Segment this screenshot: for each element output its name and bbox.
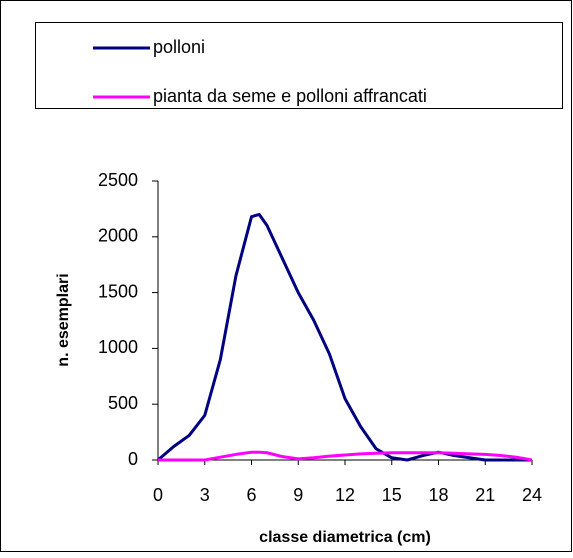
y-tick-label: 2000 (98, 226, 138, 246)
series-line (157, 212, 532, 462)
y-axis-label: n. esemplari (55, 273, 72, 366)
x-tick-label: 3 (200, 485, 210, 505)
x-tick-label: 9 (293, 485, 303, 505)
legend-box (35, 22, 563, 109)
y-tick-label: 500 (108, 393, 138, 413)
x-tick-label: 21 (475, 485, 495, 505)
y-tick-label: 1000 (98, 337, 138, 357)
x-tick-label: 15 (382, 485, 402, 505)
legend-label: polloni (153, 37, 205, 57)
y-tick-label: 2500 (98, 170, 138, 190)
x-axis-label: classe diametrica (cm) (259, 529, 431, 546)
x-tick-label: 0 (153, 485, 163, 505)
series-line (158, 450, 533, 462)
y-tick-label: 1500 (98, 281, 138, 301)
x-tick-label: 18 (428, 485, 448, 505)
x-tick-label: 12 (335, 485, 355, 505)
x-tick-label: 6 (246, 485, 256, 505)
legend-label: pianta da seme e polloni affrancati (153, 86, 427, 106)
y-tick-label: 0 (128, 449, 138, 469)
x-tick-label: 24 (522, 485, 542, 505)
